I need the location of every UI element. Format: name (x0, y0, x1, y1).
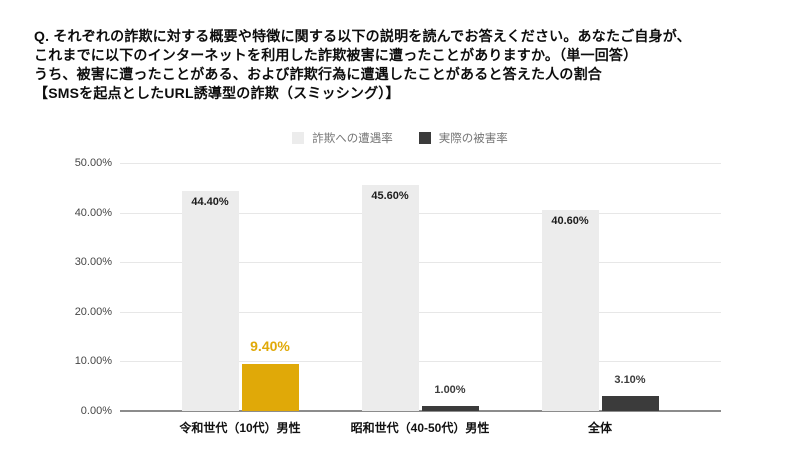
y-tick-label: 10.00% (74, 355, 112, 368)
gridline (120, 361, 721, 363)
category-label: 令和世代（10代）男性 (179, 421, 301, 435)
encounter-rate-bar (541, 209, 599, 411)
question-text: Q. それぞれの詐欺に対する概要や特徴に関する以下の説明を読んでお答えください。… (34, 27, 774, 103)
victim-rate-bar (421, 406, 479, 411)
category-label: 昭和世代（40-50代）男性 (350, 421, 490, 435)
legend-item-victim-rate: 実際の被害率 (418, 130, 508, 146)
y-tick-label: 20.00% (74, 305, 112, 318)
question-line-1: Q. それぞれの詐欺に対する概要や特徴に関する以下の説明を読んでお答えください。… (34, 28, 691, 44)
gridline (120, 163, 721, 164)
encounter-rate-bar (361, 184, 419, 411)
bar-value-label: 40.60% (551, 214, 589, 227)
question-line-2: これまでに以下のインターネットを利用した詐欺被害に遭ったことがありますか。（単一… (34, 47, 638, 63)
x-axis-line (120, 410, 721, 412)
question-line-3: うち、被害に遭ったことがある、および詐欺行為に遭遇したことがあると答えた人の割合 (34, 66, 602, 82)
gridline (120, 311, 721, 313)
y-tick-label: 0.00% (80, 405, 112, 417)
bar-value-label: 9.40% (250, 338, 290, 355)
encounter-rate-bar (181, 190, 239, 411)
legend-label-victim-rate: 実際の被害率 (438, 133, 508, 145)
y-tick-label: 30.00% (74, 256, 112, 269)
bar-value-label: 45.60% (371, 189, 409, 202)
question-line-4: 【SMSを起点としたURL誘導型の詐欺（スミッシング）】 (34, 85, 400, 101)
legend-item-encounter-rate: 詐欺への遭遇率 (292, 130, 393, 146)
legend-label-encounter-rate: 詐欺への遭遇率 (312, 133, 393, 145)
bar-value-label: 3.10% (614, 373, 646, 386)
y-tick-label: 40.00% (74, 206, 112, 219)
bar-value-label: 44.40% (191, 195, 229, 208)
bar-value-label: 1.00% (434, 384, 466, 397)
victim-rate-bar (601, 395, 659, 411)
y-tick-label: 50.00% (74, 157, 112, 169)
gridline (120, 212, 721, 214)
legend-swatch-victim-rate (418, 132, 431, 144)
chart-legend: 詐欺への遭遇率 実際の被害率 (0, 130, 800, 146)
victim-rate-bar (241, 364, 299, 411)
category-label: 全体 (587, 421, 612, 435)
gridline (120, 262, 721, 264)
legend-swatch-encounter-rate (292, 132, 305, 144)
